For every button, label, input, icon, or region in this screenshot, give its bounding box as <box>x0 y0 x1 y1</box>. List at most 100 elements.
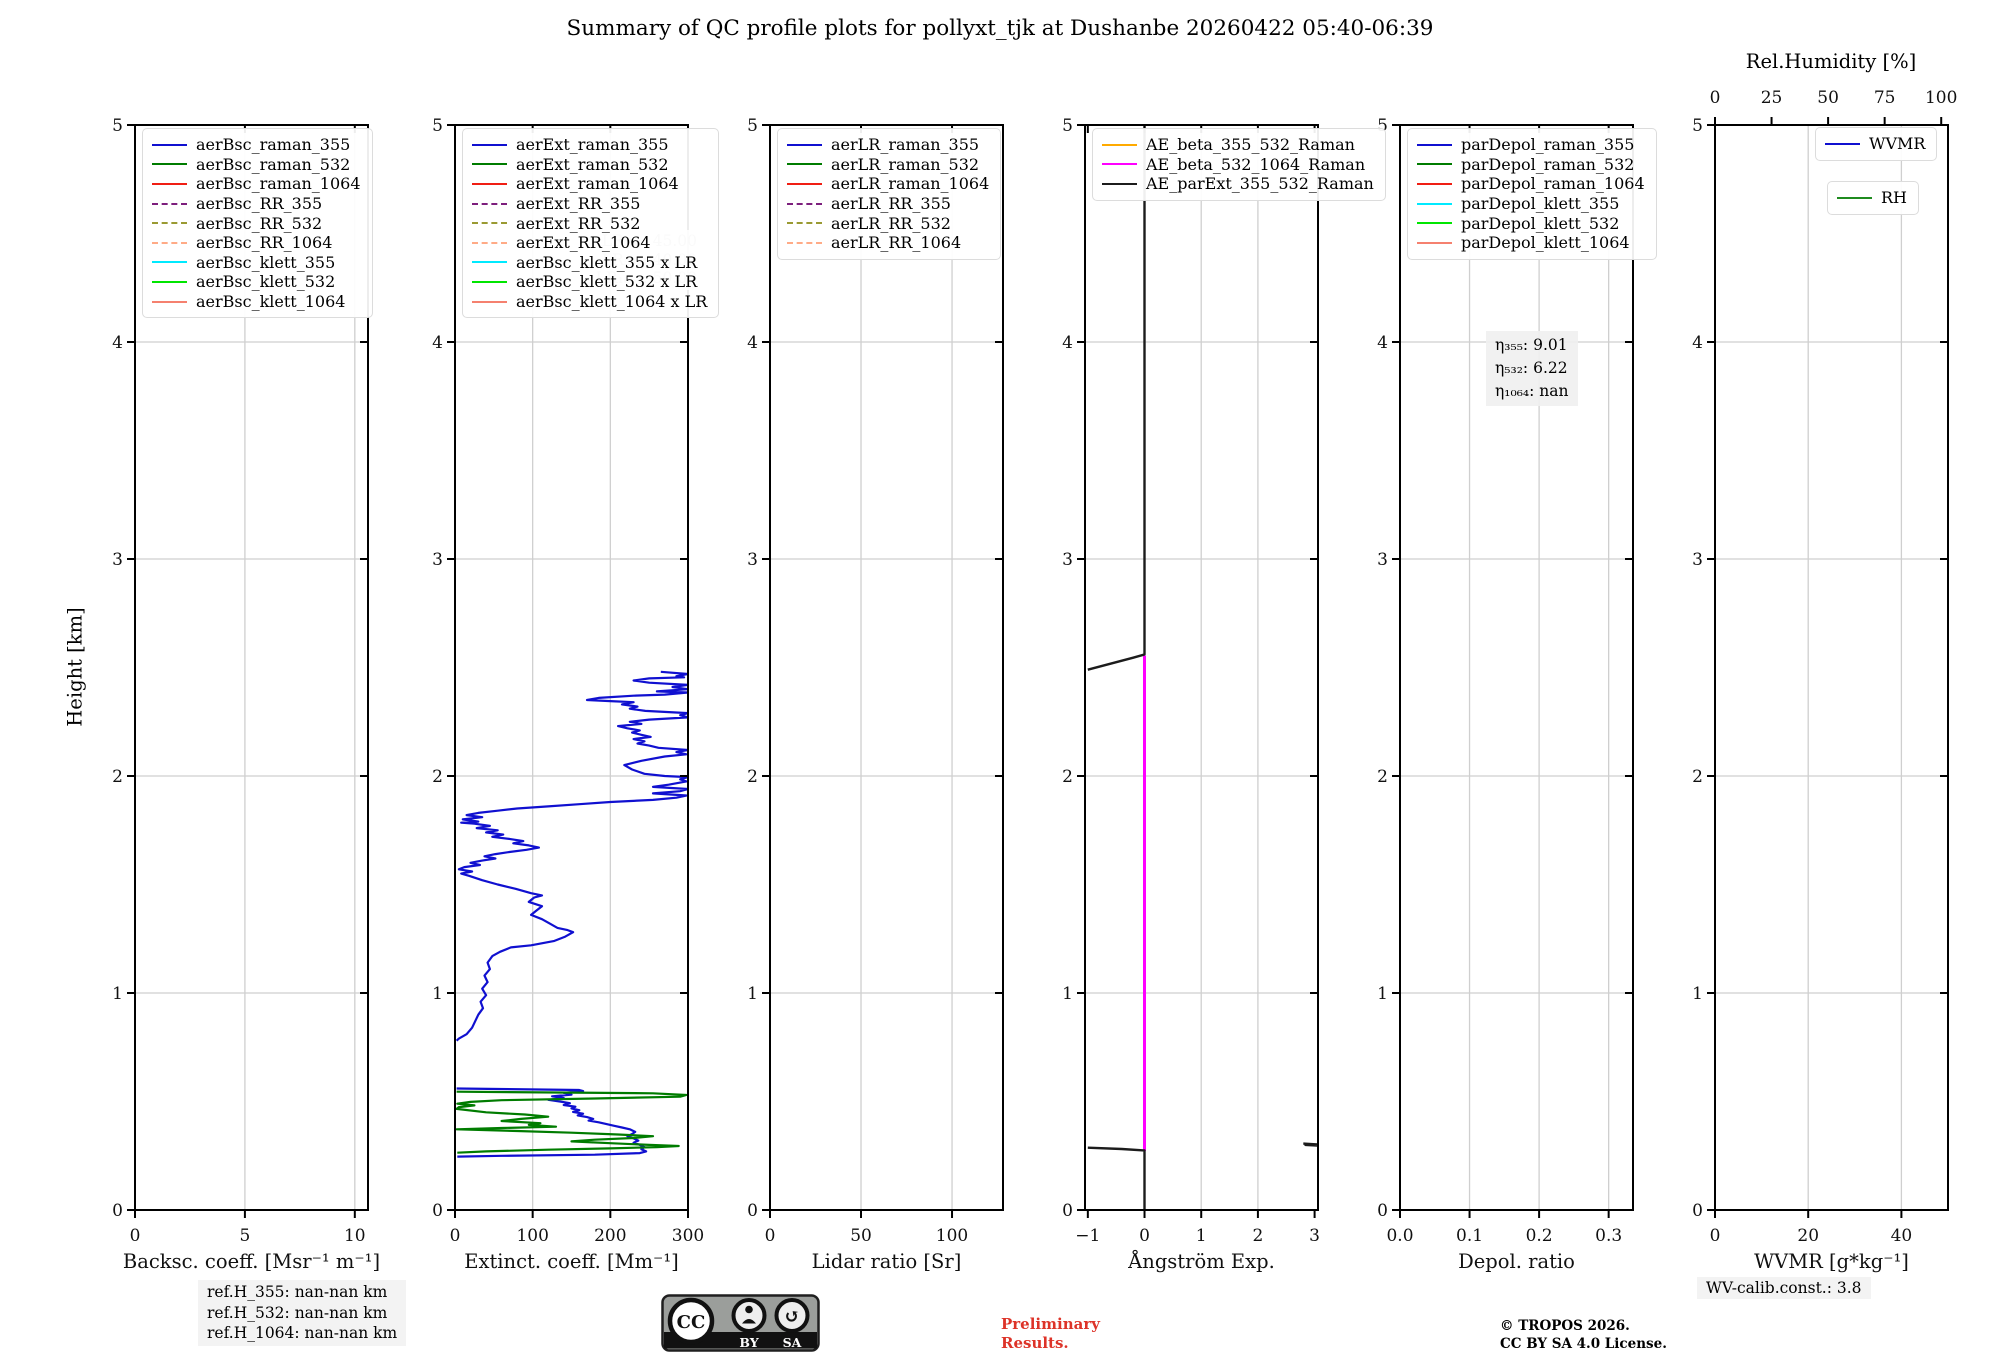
legend-item-aerExt_RR_355: aerExt_RR_355 <box>472 194 707 214</box>
legend-item-AE_parExt_355_532_Raman: AE_parExt_355_532_Raman <box>1102 174 1374 194</box>
x-tick-label: 300 <box>672 1226 704 1246</box>
legend-p2: aerExt_raman_355 aerExt_raman_532 aerExt_r… <box>462 128 720 319</box>
x-axis-label-extinction: Extinct. coeff. [Mm⁻¹] <box>464 1250 679 1273</box>
legend-label: RH <box>1881 188 1907 208</box>
x-tick-label: 1 <box>1196 1226 1207 1246</box>
legend-line-sample <box>1825 142 1860 145</box>
series-aerExt_raman_532 <box>455 1090 688 1154</box>
legend-line-sample <box>787 241 822 244</box>
legend-item-parDepol_klett_532: parDepol_klett_532 <box>1417 213 1645 233</box>
legend-line-sample <box>472 182 507 185</box>
series-AE_parExt_355_532_Raman <box>1303 1142 1318 1147</box>
x-tick-label: 100 <box>516 1226 548 1246</box>
x-tick-label: 2 <box>1252 1226 1263 1246</box>
legend-label: parDepol_raman_532 <box>1461 154 1635 174</box>
y-tick-label: 5 <box>1377 116 1388 136</box>
legend-line-sample <box>1102 182 1137 185</box>
legend-line-sample <box>787 182 822 185</box>
legend-label: aerLR_raman_532 <box>831 154 980 174</box>
legend-label: aerLR_RR_355 <box>831 194 951 214</box>
legend-label: aerBsc_klett_1064 x LR <box>516 292 708 312</box>
legend-line-sample <box>472 280 507 283</box>
eta-1064-value: η₁₀₆₄: nan <box>1495 382 1569 400</box>
x-tick-label: 0.3 <box>1595 1226 1622 1246</box>
y-tick-label: 0 <box>747 1201 758 1221</box>
legend-item-aerBsc_klett_355: aerBsc_klett_355 <box>152 253 361 273</box>
legend-item-AE_beta_532_1064_Raman: AE_beta_532_1064_Raman <box>1102 155 1374 175</box>
cc-icon-label: CC <box>677 1312 706 1333</box>
x-tick-label: 0.2 <box>1526 1226 1553 1246</box>
legend-label: aerBsc_klett_532 <box>196 272 336 292</box>
legend-item-parDepol_klett_355: parDepol_klett_355 <box>1417 194 1645 214</box>
y-tick-label: 1 <box>1377 984 1388 1004</box>
reference-height-note: ref.H_355: nan-nan km ref.H_532: nan-nan… <box>198 1280 407 1346</box>
legend-line-sample <box>152 280 187 283</box>
legend-p4: AE_beta_355_532_Raman AE_beta_532_1064_Ra… <box>1092 128 1386 201</box>
legend-line-sample <box>472 261 507 264</box>
legend-label: aerBsc_klett_355 x LR <box>516 252 698 272</box>
legend-label: aerExt_RR_1064 <box>516 233 651 253</box>
legend-item-aerBsc_raman_1064: aerBsc_raman_1064 <box>152 174 361 194</box>
top-tick-label: 0 <box>1710 88 1721 108</box>
x-tick-label: 3 <box>1309 1226 1320 1246</box>
subplot-backscatter: 0 5 10 0 1 2 3 4 5 Backsc. coeff. [Msr⁻¹ m⁻¹] <box>112 116 380 1273</box>
x-tick-label: 0.1 <box>1456 1226 1483 1246</box>
rel-humidity-axis-label: Rel.Humidity [%] <box>1745 50 1917 73</box>
legend-line-sample <box>787 222 822 225</box>
by-person-head <box>745 1305 753 1314</box>
y-tick-label: 2 <box>1377 767 1388 787</box>
legend-label: parDepol_raman_355 <box>1461 135 1635 155</box>
y-tick-label: 5 <box>1692 116 1703 136</box>
y-tick-label: 1 <box>112 984 123 1004</box>
subplot-wvmr: 0 20 40 0 1 2 3 4 5 WVMR [g*kg⁻¹] 0 25 50 75 100 <box>1692 88 1957 1273</box>
y-tick-label: 4 <box>1377 333 1388 353</box>
preliminary-line-2: Results. <box>1001 1334 1069 1352</box>
legend-label: aerLR_RR_532 <box>831 213 951 233</box>
top-tick-label: 100 <box>1925 88 1957 108</box>
legend-line-sample <box>787 202 822 205</box>
legend-p6: WVMR <box>1815 127 1938 161</box>
x-tick-label: 0 <box>765 1226 776 1246</box>
legend-line-sample <box>152 261 187 264</box>
sa-arrow-icon: ↺ <box>784 1306 800 1328</box>
top-tick-label: 25 <box>1761 88 1783 108</box>
x-axis-label-backscatter: Backsc. coeff. [Msr⁻¹ m⁻¹] <box>123 1250 380 1273</box>
legend-label: AE_parExt_355_532_Raman <box>1146 174 1374 194</box>
y-tick-label: 1 <box>1062 984 1073 1004</box>
legend-label: aerBsc_raman_532 <box>196 154 351 174</box>
y-tick-label: 5 <box>1062 116 1073 136</box>
copyright-line-2: CC BY SA 4.0 License. <box>1500 1335 1667 1352</box>
y-tick-label: 0 <box>1692 1201 1703 1221</box>
legend-label: aerBsc_RR_532 <box>196 213 323 233</box>
legend-item-aerLR_RR_1064: aerLR_RR_1064 <box>787 233 989 253</box>
legend-line-sample <box>1417 222 1452 225</box>
subplot-extinction: 0 100 200 300 0 1 2 3 4 5 Extinct. coeff. [Mm⁻¹] <box>432 116 704 1273</box>
legend-p5: parDepol_raman_355 parDepol_raman_532 parD… <box>1407 128 1657 260</box>
sa-label: SA <box>783 1335 802 1350</box>
legend-item-aerBsc_klett_1064 x LR: aerBsc_klett_1064 x LR <box>472 292 707 312</box>
x-tick-label: 0 <box>1139 1226 1150 1246</box>
legend-line-sample <box>1102 143 1137 146</box>
legend-item-AE_beta_355_532_Raman: AE_beta_355_532_Raman <box>1102 135 1374 155</box>
legend-item-aerBsc_RR_1064: aerBsc_RR_1064 <box>152 233 361 253</box>
y-tick-label: 3 <box>112 550 123 570</box>
legend-line-sample <box>152 300 187 303</box>
y-tick-label: 5 <box>432 116 443 136</box>
y-tick-label: 3 <box>747 550 758 570</box>
y-tick-label: 5 <box>112 116 123 136</box>
legend-label: AE_beta_532_1064_Raman <box>1146 154 1366 174</box>
legend-item-aerExt_raman_355: aerExt_raman_355 <box>472 135 707 155</box>
legend-label: aerBsc_raman_355 <box>196 135 351 155</box>
y-tick-label: 2 <box>1692 767 1703 787</box>
x-tick-label: 100 <box>936 1226 968 1246</box>
legend-line-sample <box>1417 163 1452 166</box>
legend-line-sample <box>472 143 507 146</box>
legend-item-WVMR: WVMR <box>1825 134 1925 154</box>
x-axis-label-angstroem: Ångström Exp. <box>1127 1248 1275 1273</box>
legend-line-sample <box>472 163 507 166</box>
preliminary-line-1: Preliminary <box>1001 1315 1100 1333</box>
legend-line-sample <box>472 300 507 303</box>
x-tick-label: 10 <box>344 1226 366 1246</box>
legend-item-aerBsc_raman_355: aerBsc_raman_355 <box>152 135 361 155</box>
legend-item-RH: RH <box>1837 188 1907 208</box>
